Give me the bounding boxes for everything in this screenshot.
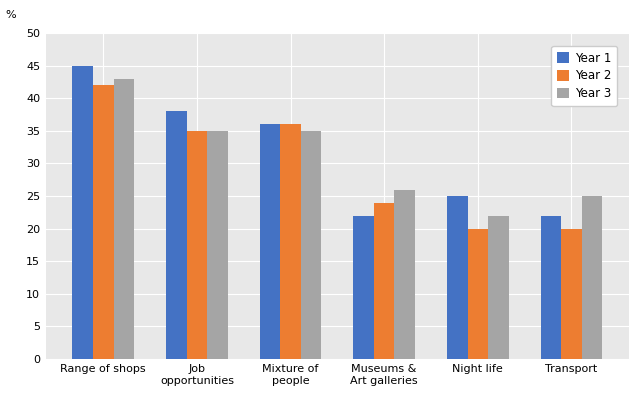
Bar — [374, 202, 394, 359]
Bar — [280, 124, 301, 359]
Text: %: % — [5, 10, 15, 20]
Bar — [561, 229, 582, 359]
Bar — [353, 216, 374, 359]
Legend: Year 1, Year 2, Year 3: Year 1, Year 2, Year 3 — [551, 46, 617, 106]
Bar — [166, 112, 187, 359]
Bar — [207, 131, 228, 359]
Bar — [260, 124, 280, 359]
Bar — [488, 216, 509, 359]
Bar — [582, 196, 602, 359]
Bar — [541, 216, 561, 359]
Bar — [301, 131, 321, 359]
Bar — [93, 85, 113, 359]
Bar — [113, 79, 134, 359]
Bar — [468, 229, 488, 359]
Bar — [72, 66, 93, 359]
Bar — [447, 196, 468, 359]
Bar — [187, 131, 207, 359]
Bar — [394, 189, 415, 359]
